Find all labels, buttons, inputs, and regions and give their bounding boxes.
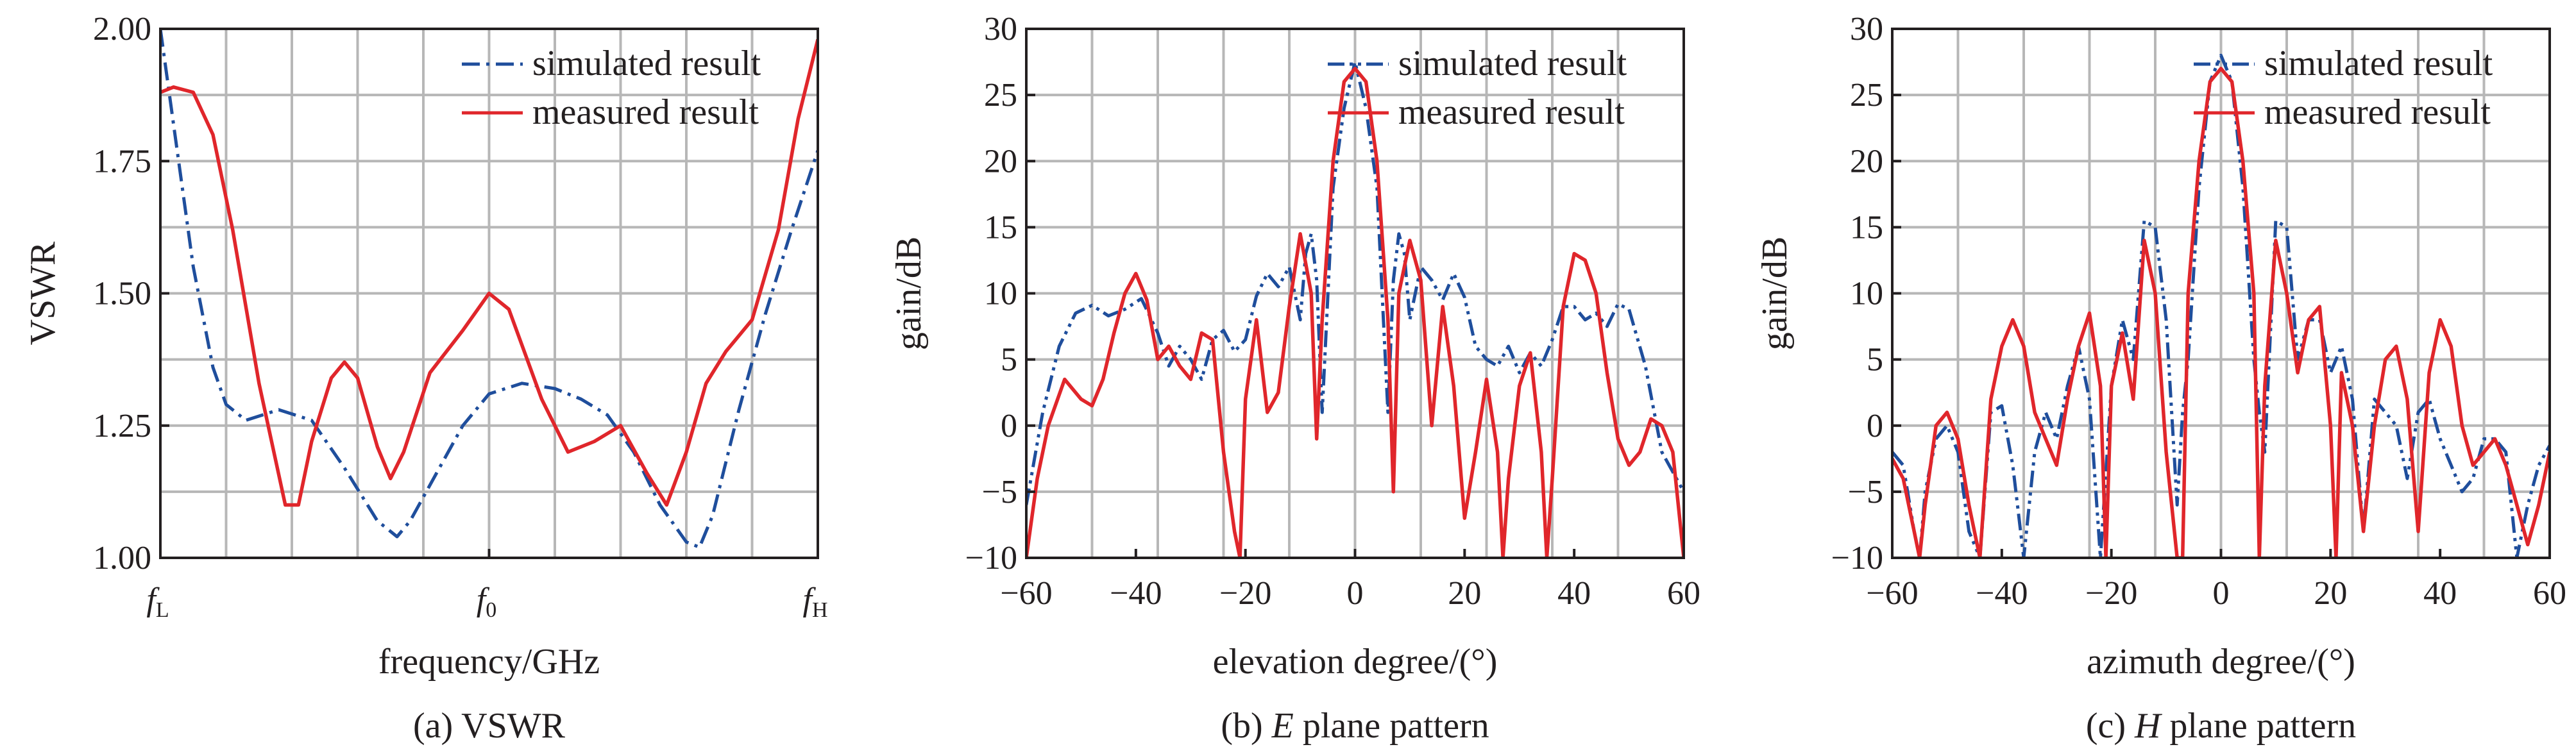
y-tick-label: 1.50: [93, 276, 151, 312]
y-tick-label: 20: [1850, 143, 1883, 180]
y-tick-label: 10: [1850, 276, 1883, 312]
chart-panel-0: 1.00 1.25 1.50 1.75 2.00 fL f0 fH frequency/GHz V…: [23, 11, 828, 746]
x-axis-label: azimuth degree/(°): [2087, 642, 2355, 682]
x-tick-label: −40: [1110, 575, 1162, 612]
caption-suffix: plane pattern: [1294, 706, 1489, 746]
x-axis-label: elevation degree/(°): [1213, 642, 1498, 682]
x-tick-label: f0: [477, 582, 496, 622]
y-axis-label: gain/dB: [889, 237, 929, 350]
x-tick-label: 0: [2213, 575, 2230, 612]
y-tick-label: 5: [1867, 342, 1883, 378]
series-line-measured: [1026, 67, 1684, 558]
x-tick-label: 60: [1667, 575, 1700, 612]
panel-caption: (b) E plane pattern: [1221, 706, 1489, 746]
chart-panel-2: −10 −5 0 5 10 15 20 25 30 −60 −40 −20 0 20 40 60 azimuth…: [1755, 11, 2566, 746]
y-tick-label: 2.00: [93, 11, 151, 47]
y-tick-label: 10: [984, 276, 1017, 312]
caption-prefix: (b): [1221, 706, 1271, 746]
x-tick-label: 0: [1347, 575, 1364, 612]
series-line-measured: [1892, 67, 2550, 558]
x-tick-label-sub: H: [812, 598, 828, 622]
y-tick-label: 30: [984, 11, 1017, 47]
y-tick-label: 5: [1001, 342, 1017, 378]
caption-italic: E: [1271, 706, 1294, 746]
x-tick-label: 20: [2314, 575, 2347, 612]
y-tick-label: −5: [982, 474, 1017, 510]
x-tick-label: −60: [1866, 575, 1918, 612]
series-line-simulated: [1892, 53, 2550, 558]
chart-panel-1: −10 −5 0 5 10 15 20 25 30 −60 −40 −20 0 20 40 60 elevati…: [889, 11, 1700, 746]
caption-italic: H: [2134, 706, 2162, 746]
y-tick-label: 25: [984, 77, 1017, 113]
y-tick-label: 30: [1850, 11, 1883, 47]
legend-label-measured: measured result: [1398, 92, 1625, 132]
x-tick-label: −40: [1976, 575, 2028, 612]
legend-label-measured: measured result: [2264, 92, 2491, 132]
x-tick-label: 40: [1557, 575, 1591, 612]
y-tick-label: −10: [965, 540, 1017, 576]
y-axis-label: gain/dB: [1755, 237, 1795, 350]
x-tick-label: fL: [146, 582, 169, 622]
series-line-simulated: [160, 29, 818, 549]
legend-label-simulated: simulated result: [2264, 44, 2493, 83]
panel-caption: (c) H plane pattern: [2086, 706, 2356, 746]
legend-label-simulated: simulated result: [1398, 44, 1627, 83]
y-tick-label: −10: [1831, 540, 1883, 576]
x-tick-label-sub: 0: [486, 598, 496, 622]
series-line-simulated: [1026, 60, 1684, 505]
x-tick-label: −60: [1000, 575, 1052, 612]
x-tick-label: 40: [2423, 575, 2457, 612]
x-tick-label-sub: L: [156, 598, 169, 622]
panel-caption: (a) VSWR: [413, 706, 566, 746]
x-tick-label: −20: [2085, 575, 2137, 612]
x-tick-label: 20: [1448, 575, 1481, 612]
legend-label-measured: measured result: [532, 92, 759, 132]
x-axis-label: frequency/GHz: [378, 642, 600, 682]
y-tick-label: −5: [1848, 474, 1883, 510]
y-tick-label: 0: [1001, 408, 1017, 444]
x-tick-label: −20: [1219, 575, 1271, 612]
y-tick-label: 25: [1850, 77, 1883, 113]
y-axis-label: VSWR: [23, 241, 63, 345]
y-tick-label: 20: [984, 143, 1017, 180]
y-tick-label: 1.25: [93, 408, 151, 444]
y-tick-label: 1.75: [93, 143, 151, 180]
x-tick-label: 60: [2533, 575, 2566, 612]
caption-suffix: plane pattern: [2160, 706, 2356, 746]
caption-prefix: (c): [2086, 706, 2135, 746]
legend-label-simulated: simulated result: [532, 44, 761, 83]
y-tick-label: 0: [1867, 408, 1883, 444]
y-tick-label: 1.00: [93, 540, 151, 576]
x-tick-label: fH: [802, 582, 827, 622]
series-line-measured: [160, 38, 818, 507]
y-tick-label: 15: [984, 209, 1017, 246]
y-tick-label: 15: [1850, 209, 1883, 246]
